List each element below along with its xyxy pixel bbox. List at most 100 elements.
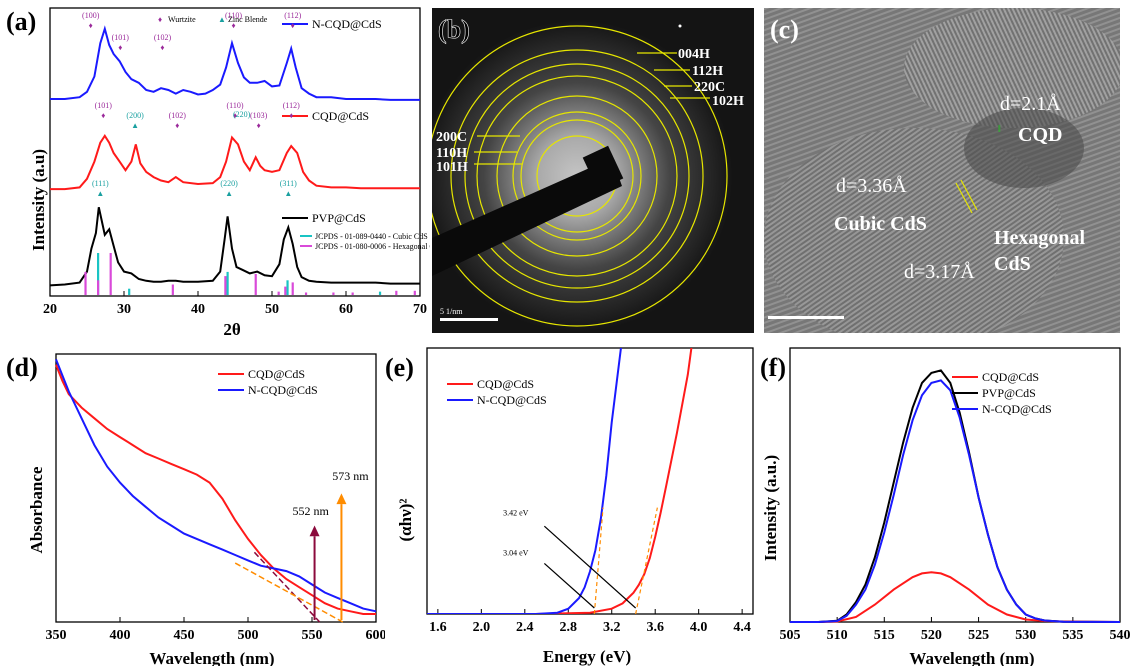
- panel-a-label: (a): [6, 7, 36, 36]
- panel-e-xtick-label: 4.0: [690, 620, 708, 635]
- panel-f-xtick-label: 515: [874, 628, 895, 643]
- xrd-peak-label: (111): [92, 179, 109, 188]
- panel-e-xtick-label: 2.4: [516, 620, 534, 635]
- arrow-552-head-icon: [309, 525, 320, 537]
- xrd-peak-label: (220): [220, 179, 238, 188]
- pl-legend-2-label: N-CQD@CdS: [982, 402, 1052, 416]
- hrtem-d2: d=3.36Å: [836, 175, 907, 197]
- tauc-arrow-342: [543, 525, 637, 609]
- xrd-peak-marker-icon: ♦: [101, 111, 105, 120]
- panel-f-xtick-label: 525: [968, 628, 989, 643]
- panel-d-xtick-label: 500: [238, 628, 259, 643]
- panel-f-xtick-label: 540: [1110, 628, 1131, 643]
- panel-d-xtick-label: 600: [366, 628, 386, 643]
- pl-legend-0-label: CQD@CdS: [982, 370, 1039, 384]
- saed-label-102h: 102H: [712, 94, 744, 109]
- saed-dot: [678, 24, 682, 28]
- xrd-peak-marker-icon: ♦: [289, 111, 293, 120]
- tauc-tangent-blue: [593, 507, 604, 615]
- panel-e-xtick-label: 2.0: [473, 620, 491, 635]
- xrd-peak-label-220: (220): [233, 110, 251, 119]
- panel-d-xtick-label: 450: [174, 628, 195, 643]
- xrd-peak-label: (311): [280, 179, 297, 188]
- panel-f-xtick-label: 530: [1015, 628, 1036, 643]
- saed-ring-112h: [450, 49, 704, 303]
- saed-ring-leaders: [474, 52, 710, 165]
- xrd-peak-marker-icon: ♦: [233, 111, 237, 120]
- beam-stopper-tip: [582, 145, 624, 191]
- panel-e-label: (e): [385, 353, 414, 382]
- arrow-573-head-icon: [336, 493, 347, 505]
- xrd-peak-marker-icon: ♦: [160, 43, 164, 52]
- tauc-curve-1: [427, 348, 622, 614]
- panel-e-ylabel: (αhν)²: [396, 499, 415, 542]
- panel-f-plot-area: 505 510 515 520 525 530 535 540 CQD@CdS PVP@CdS N-…: [780, 347, 1131, 643]
- xrd-peak-marker-icon: ♦: [231, 21, 235, 30]
- wurtzite-marker-icon: ♦: [158, 15, 162, 24]
- panel-d-absorbance-chart: (d) Absorbance 350 400 450 500 550 600 CQD@CdS…: [6, 353, 386, 666]
- annotation-304: 3.04 eV: [503, 548, 529, 557]
- panel-f-xtick-label: 535: [1062, 628, 1083, 643]
- panel-d-plot-area: 350 400 450 500 550 600 CQD@CdS N-CQD@CdS 552 nm…: [46, 353, 386, 643]
- annotation-342: 3.42 eV: [503, 509, 529, 518]
- hrtem-hex1: Hexagonal: [994, 227, 1086, 249]
- annotation-552: 552 nm: [293, 504, 330, 518]
- panel-f-xlabel: Wavelength (nm): [909, 649, 1034, 666]
- xrd-ref-legend-label-0: JCPDS - 01-089-0440 - Cubic CdS: [315, 232, 428, 241]
- saed-label-101h: 101H: [436, 160, 468, 175]
- hrtem-d3: d=3.17Å: [904, 261, 975, 283]
- xrd-peak-label: (103): [250, 111, 268, 120]
- xrd-legend-0-label: N-CQD@CdS: [312, 17, 382, 31]
- xrd-curve-ncqdcds: [50, 25, 420, 101]
- panel-d-axes-frame: [55, 353, 377, 623]
- xrd-peak-marker-icon: ♦: [118, 43, 122, 52]
- saed-ring-220c: [464, 63, 690, 289]
- panel-d-label: (d): [6, 353, 38, 382]
- saed-label-200c: 200C: [436, 130, 467, 145]
- panel-e-plot-area: 1.6 2.0 2.4 2.8 3.2 3.6 4.0 4.4 CQD@CdS N-CQD@CdS…: [426, 347, 754, 635]
- hrtem-upper-grain: [904, 8, 1120, 128]
- xrd-peak-label: (101): [95, 101, 113, 110]
- panel-e-xtick-label: 2.8: [560, 620, 578, 635]
- xrd-peak-marker-icon: ▲: [96, 189, 104, 198]
- abs-legend-1-label: N-CQD@CdS: [248, 383, 318, 397]
- saed-ring-101h: [520, 119, 634, 233]
- zinc-blende-legend-label: Zinc Blende: [228, 15, 268, 24]
- panel-a-axes-frame: [49, 7, 421, 297]
- panel-c-hrtem-image: (c) d=2.1Å ‖ CQD d=3.36Å Cubic CdS Hexag…: [764, 8, 1120, 333]
- xrd-peak-label: (101): [112, 33, 130, 42]
- xrd-peak-label: (110): [226, 101, 243, 110]
- hrtem-scale-bar: [768, 316, 844, 319]
- saed-ring-102h: [476, 75, 678, 277]
- pl-legend-1-label: PVP@CdS: [982, 386, 1036, 400]
- panel-a-ylabel: Intensity (a.u): [29, 149, 48, 251]
- xrd-ref-legend-label-1: JCPDS - 01-080-0006 - Hexagonal CdS: [315, 242, 430, 251]
- panel-e-xlabel: Energy (eV): [543, 647, 631, 666]
- xrd-peak-marker-icon: ♦: [89, 21, 93, 30]
- annotation-573: 573 nm: [332, 469, 369, 483]
- saed-ring-004h: [432, 25, 728, 327]
- tauc-tangent-red: [635, 507, 658, 615]
- saed-label-220c: 220C: [694, 80, 725, 95]
- zinc-blende-marker-icon: ▲: [218, 15, 226, 24]
- panel-f-xtick-label: 510: [827, 628, 848, 643]
- abs-legend-0-label: CQD@CdS: [248, 367, 305, 381]
- hrtem-cqd-region: [964, 108, 1084, 188]
- xrd-legend-2-label: PVP@CdS: [312, 211, 366, 225]
- wurtzite-legend-label: Wurtzite: [168, 15, 196, 24]
- beam-stopper: [432, 158, 622, 276]
- saed-scale-text: 5 1/nm: [440, 307, 463, 316]
- panel-e-axes-frame: [426, 347, 754, 615]
- xrd-peak-marker-icon: ♦: [291, 21, 295, 30]
- tangent-552: [253, 551, 321, 623]
- panel-e-xtick-label: 3.2: [603, 620, 621, 635]
- xrd-peak-label: (200): [126, 111, 144, 120]
- panel-b-saed-image: (b) 004H 112H 220C 102H 200C 110H 101H 5…: [432, 8, 754, 333]
- saed-label-110h: 110H: [436, 146, 467, 161]
- tauc-legend-0-label: CQD@CdS: [477, 377, 534, 391]
- xrd-peak-marker-icon: ▲: [131, 121, 139, 130]
- panel-e-xtick-label: 3.6: [646, 620, 664, 635]
- panel-d-xlabel: Wavelength (nm): [149, 649, 274, 666]
- saed-scale-bar: [440, 318, 498, 321]
- panel-f-label: (f): [760, 353, 786, 382]
